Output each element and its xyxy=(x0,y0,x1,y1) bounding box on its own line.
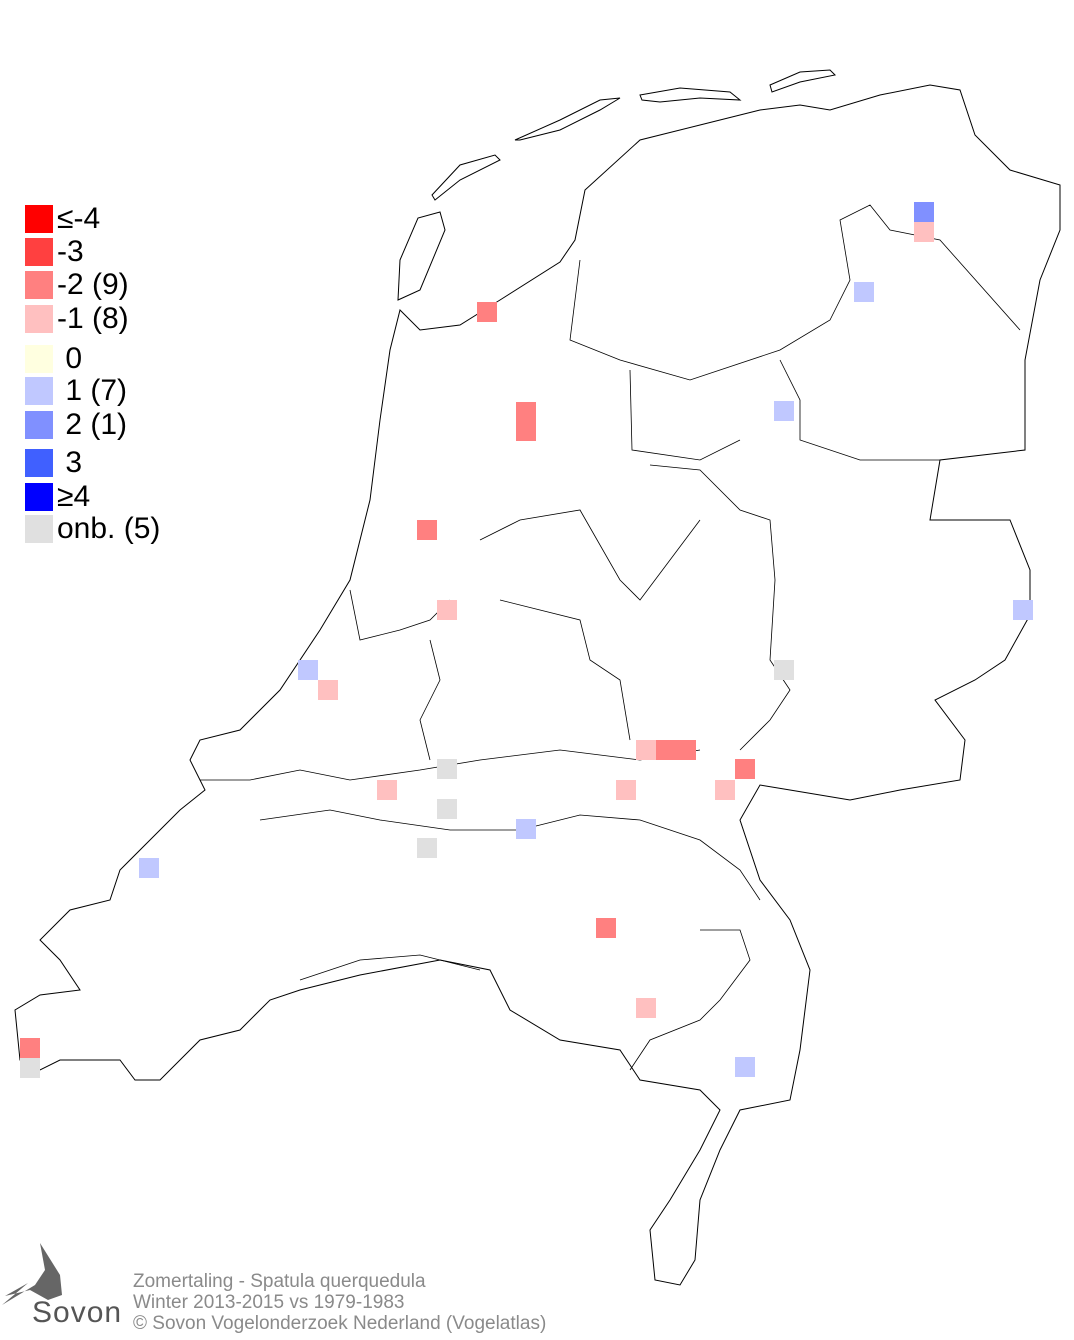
grid-cell xyxy=(616,780,636,800)
grid-cell xyxy=(417,838,437,858)
legend-swatch xyxy=(25,515,53,543)
legend-label: ≤-4 xyxy=(57,202,101,235)
grid-cell xyxy=(477,302,497,322)
grid-cell xyxy=(437,799,457,819)
legend-swatch xyxy=(25,411,53,439)
species-name: Zomertaling - Spatula querquedula xyxy=(133,1271,426,1292)
grid-cell xyxy=(516,819,536,839)
legend-item: 1 (7) xyxy=(25,374,128,407)
grid-cell xyxy=(854,282,874,302)
terschelling-island xyxy=(514,97,621,141)
grid-cell xyxy=(139,858,159,878)
legend-item: ≤-4 xyxy=(25,202,101,235)
grid-cell xyxy=(20,1058,40,1078)
legend-label: 3 xyxy=(57,446,83,479)
legend-label: -3 xyxy=(57,235,84,268)
grid-cell xyxy=(636,740,656,760)
legend-swatch xyxy=(25,377,53,405)
legend-label: 2 (1) xyxy=(57,408,128,441)
legend-swatch xyxy=(25,205,53,233)
legend-swatch xyxy=(25,345,53,373)
texel-island xyxy=(397,211,446,301)
legend-item: 0 xyxy=(25,342,83,375)
grid-cell xyxy=(914,202,934,222)
grid-cell xyxy=(596,918,616,938)
legend-swatch xyxy=(25,238,53,266)
ameland-island xyxy=(639,87,742,103)
vlieland-island xyxy=(431,154,501,201)
schiermonnikoog-island xyxy=(769,69,837,93)
legend-label: onb. (5) xyxy=(57,512,161,545)
legend-swatch xyxy=(25,483,53,511)
legend-label: ≥4 xyxy=(57,480,91,513)
grid-cell xyxy=(298,660,318,680)
grid-cell xyxy=(417,520,437,540)
grid-cell xyxy=(914,222,934,242)
legend-label: -1 (8) xyxy=(57,302,129,335)
grid-cell xyxy=(516,421,536,441)
sovon-logo-text: Sovon xyxy=(32,1296,123,1329)
period-comparison: Winter 2013-2015 vs 1979-1983 xyxy=(133,1292,405,1313)
grid-cell xyxy=(774,660,794,680)
legend-label: 1 (7) xyxy=(57,374,128,407)
grid-cell xyxy=(735,759,755,779)
grid-cell xyxy=(656,740,676,760)
legend-item: -3 xyxy=(25,235,84,268)
grid-cell xyxy=(1013,600,1033,620)
grid-cell xyxy=(774,401,794,421)
grid-cell xyxy=(437,759,457,779)
map-caption: Zomertaling - Spatula querquedula Winter… xyxy=(133,1271,546,1334)
legend-label: -2 (9) xyxy=(57,268,129,301)
grid-cell xyxy=(516,402,536,422)
grid-cell xyxy=(437,600,457,620)
grid-cell xyxy=(676,740,696,760)
legend-swatch xyxy=(25,449,53,477)
legend-swatch xyxy=(25,305,53,333)
legend-item: ≥4 xyxy=(25,480,91,513)
grid-cell xyxy=(318,680,338,700)
grid-cell xyxy=(20,1038,40,1058)
legend-swatch xyxy=(25,271,53,299)
grid-cell xyxy=(636,998,656,1018)
legend-item: -2 (9) xyxy=(25,268,129,301)
grid-cell xyxy=(377,780,397,800)
grid-cells xyxy=(20,202,1033,1078)
country-outline xyxy=(14,84,1061,1286)
grid-cell xyxy=(715,780,735,800)
legend-item: onb. (5) xyxy=(25,512,161,545)
legend-item: 3 xyxy=(25,446,83,479)
province-borders xyxy=(200,204,1021,1071)
sovon-swallow-logo xyxy=(2,1243,62,1305)
copyright: © Sovon Vogelonderzoek Nederland (Vogela… xyxy=(133,1313,547,1334)
grid-cell xyxy=(735,1057,755,1077)
legend-item: -1 (8) xyxy=(25,302,129,335)
legend-label: 0 xyxy=(57,342,83,375)
legend-item: 2 (1) xyxy=(25,408,128,441)
